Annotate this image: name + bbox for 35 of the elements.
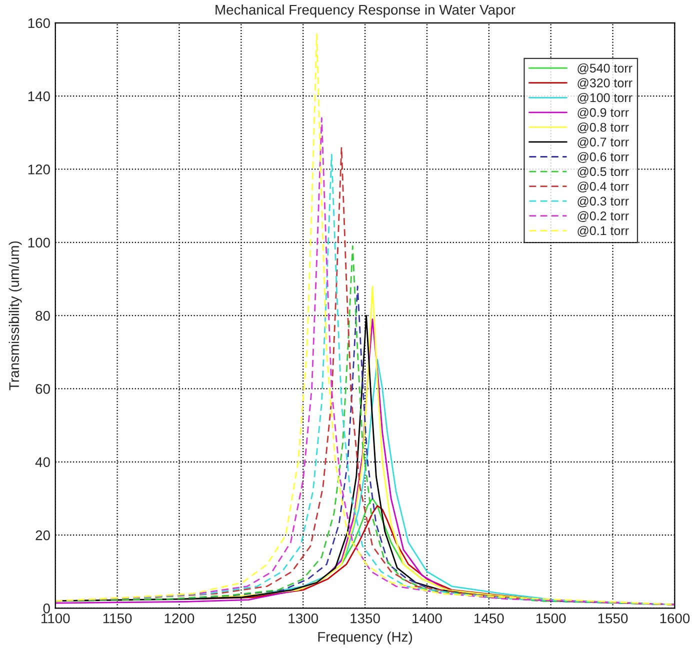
x-tick-label: 1450 [474, 613, 504, 624]
legend-label: @320 torr [578, 78, 632, 89]
legend-label: @0.1 torr [578, 226, 629, 237]
y-tick-label: 160 [28, 18, 50, 28]
legend-label: @0.3 torr [578, 196, 629, 208]
x-tick-label: 1500 [536, 613, 566, 624]
legend-label: @0.5 torr [578, 166, 629, 178]
y-tick-label: 80 [36, 310, 50, 321]
x-tick-label: 1350 [350, 613, 380, 624]
x-tick-label: 1200 [164, 613, 194, 624]
x-tick-label: 1300 [288, 613, 318, 624]
x-tick-label: 1100 [41, 613, 70, 624]
legend-label: @0.9 torr [578, 108, 629, 119]
legend-label: @0.7 torr [578, 137, 629, 148]
legend-label: @0.2 torr [578, 211, 629, 222]
y-tick-label: 20 [36, 530, 50, 540]
y-axis-title: Transmissibility (um/um) [8, 241, 22, 390]
y-tick-label: 120 [28, 164, 50, 174]
x-tick-label: 1600 [660, 613, 690, 624]
y-tick-label: 60 [36, 384, 50, 394]
chart-title: Mechanical Frequency Response in Water Vapor [216, 4, 516, 18]
x-tick-label: 1400 [412, 613, 442, 624]
x-tick-label: 1150 [103, 613, 132, 624]
y-tick-label: 0 [43, 604, 50, 614]
y-tick-label: 40 [35, 457, 50, 468]
x-tick-label: 1550 [598, 613, 628, 624]
legend-label: @100 torr [578, 92, 632, 104]
y-tick-label: 100 [28, 238, 50, 248]
legend-label: @540 torr [578, 63, 632, 74]
legend-label: @0.8 torr [578, 122, 629, 134]
x-axis-title: Frequency (Hz) [318, 632, 412, 645]
legend-label: @0.6 torr [578, 152, 629, 163]
y-tick-label: 140 [28, 91, 50, 102]
legend-label: @0.4 torr [578, 182, 629, 192]
x-tick-label: 1250 [226, 613, 256, 624]
